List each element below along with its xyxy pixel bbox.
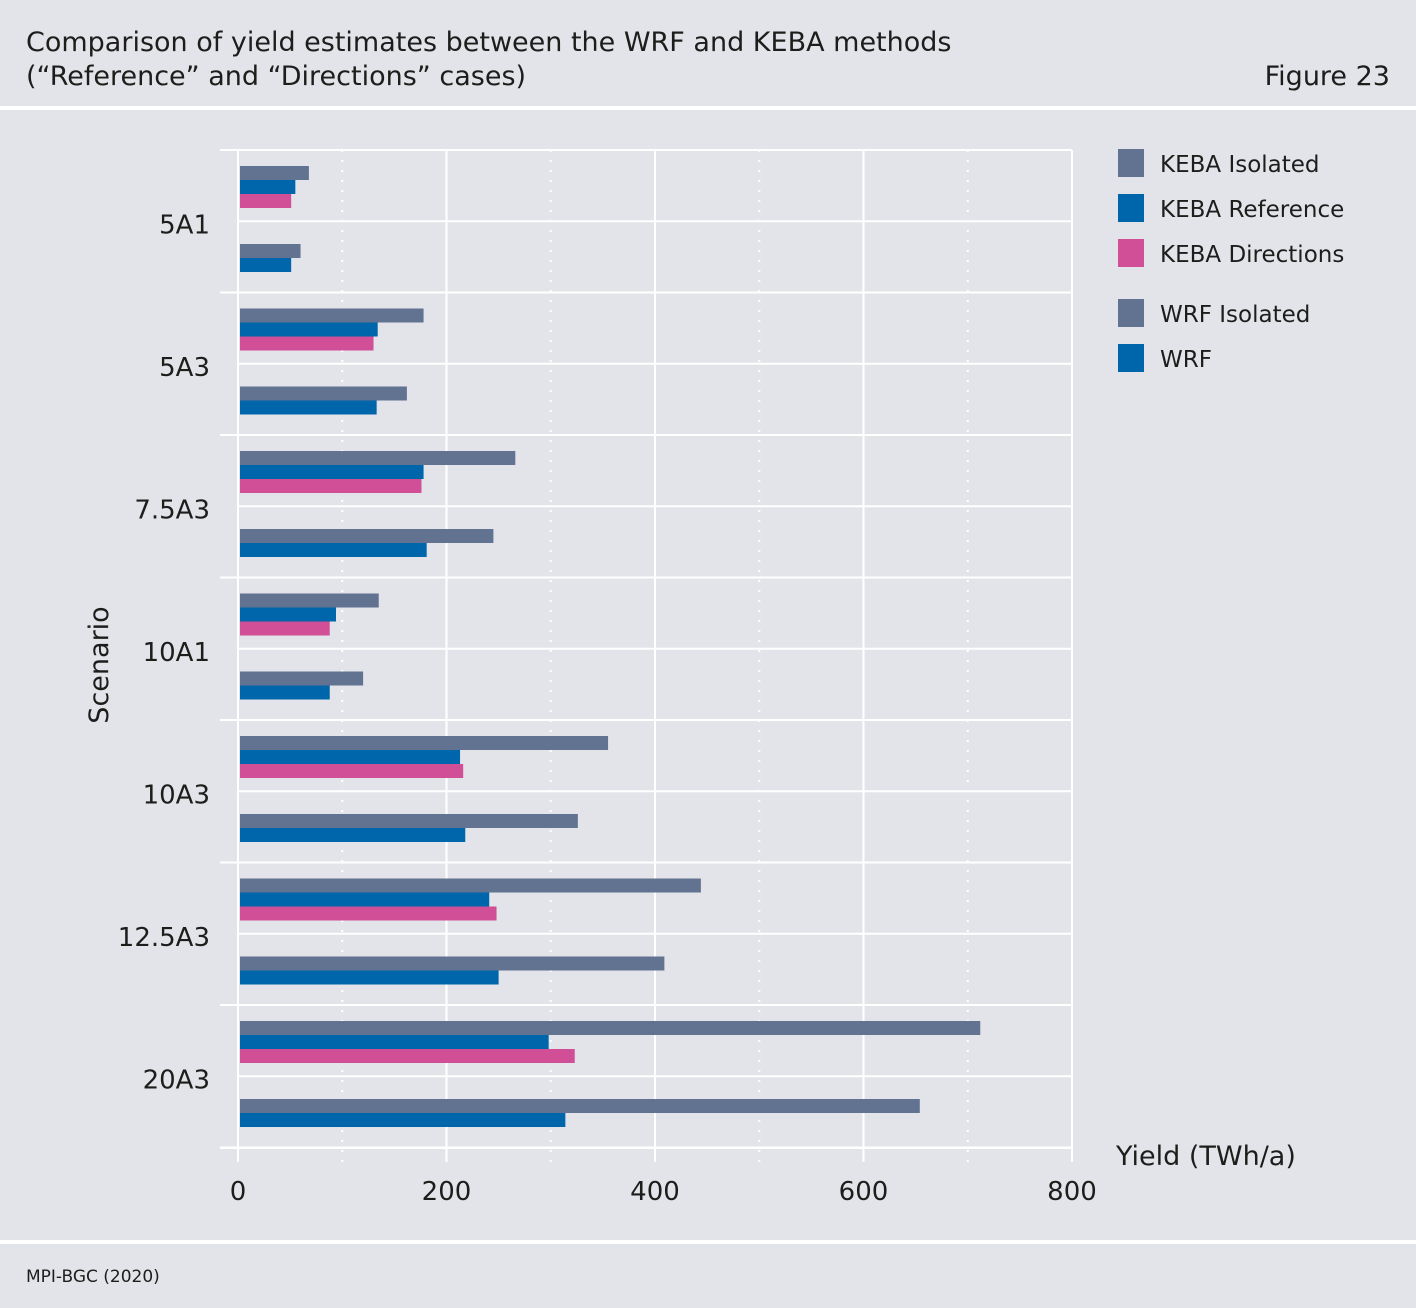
bar-10A1-wrf-isolated (240, 671, 364, 686)
legend-entry: KEBA Isolated (1160, 152, 1320, 178)
bar-10A3-keba-reference (240, 750, 461, 764)
bar-5A1-wrf (240, 258, 292, 272)
bar-5A3-wrf-isolated (240, 386, 407, 401)
bars-layer (240, 166, 981, 1127)
chart-title-line2: (“Reference” and “Directions” cases) (26, 61, 527, 92)
bar-5A3-wrf (240, 400, 377, 415)
bar-20A3-keba-reference (240, 1035, 549, 1049)
category-label: 5A1 (159, 210, 210, 240)
bar-10A3-wrf (240, 828, 466, 842)
header-divider (0, 106, 1416, 110)
grid-layer (220, 149, 1073, 1162)
category-label: 7.5A3 (134, 495, 210, 525)
category-label: 10A1 (143, 638, 210, 668)
legend-swatch (1118, 149, 1144, 177)
legend: KEBA Isolated KEBA Reference KEBA Directio… (1118, 149, 1344, 373)
bar-10A1-keba-reference (240, 607, 336, 622)
x-tick-label: 800 (1047, 1177, 1097, 1207)
bar-12.5A3-wrf (240, 970, 499, 985)
legend-entry: WRF (1160, 347, 1212, 373)
bar-12.5A3-wrf-isolated (240, 956, 665, 971)
category-label: 12.5A3 (118, 923, 210, 953)
x-tick-label: 200 (422, 1177, 472, 1207)
bar-20A3-keba-directions (240, 1049, 575, 1063)
category-label: 5A3 (159, 353, 210, 383)
legend-entry: KEBA Directions (1160, 242, 1344, 268)
bar-12.5A3-keba-isolated (240, 878, 701, 893)
x-tick-label: 600 (839, 1177, 889, 1207)
bar-7.5A3-wrf-isolated (240, 529, 494, 543)
legend-swatch (1118, 239, 1144, 267)
bar-20A3-keba-isolated (240, 1021, 981, 1035)
bar-7.5A3-keba-reference (240, 465, 424, 479)
bar-5A1-keba-directions (240, 194, 292, 208)
bar-7.5A3-keba-directions (240, 479, 422, 493)
bar-5A1-keba-reference (240, 180, 296, 194)
bar-10A3-keba-directions (240, 764, 464, 778)
footer-divider (0, 1240, 1416, 1244)
y-axis-title: Scenario (84, 606, 115, 723)
x-tick-label: 400 (630, 1177, 680, 1207)
category-label: 10A3 (143, 780, 210, 810)
legend-entry: WRF Isolated (1160, 302, 1310, 328)
chart-title-line1: Comparison of yield estimates between th… (26, 27, 952, 58)
bar-10A1-keba-isolated (240, 593, 379, 608)
bar-10A1-wrf (240, 685, 330, 700)
bar-20A3-wrf (240, 1113, 566, 1127)
bar-10A3-keba-isolated (240, 736, 609, 750)
legend-swatch (1118, 194, 1144, 222)
legend-entry: KEBA Reference (1160, 197, 1344, 223)
bar-20A3-wrf-isolated (240, 1099, 920, 1113)
bar-5A3-keba-isolated (240, 308, 424, 323)
labels-layer: 5A1 5A3 7.5A3 10A1 10A3 12.5A3 20A3 0 200 400 600 8… (84, 210, 1296, 1207)
bar-5A3-keba-reference (240, 322, 378, 337)
chart-title: Comparison of yield estimates between th… (26, 26, 951, 94)
bar-7.5A3-keba-isolated (240, 451, 516, 465)
category-label: 20A3 (143, 1065, 210, 1095)
legend-swatch (1118, 344, 1144, 372)
bar-12.5A3-keba-directions (240, 906, 497, 921)
source-note: MPI-BGC (2020) (26, 1267, 160, 1287)
x-axis-title: Yield (TWh/a) (1115, 1141, 1296, 1172)
bar-10A3-wrf-isolated (240, 814, 578, 828)
bar-5A3-keba-directions (240, 336, 374, 351)
x-tick-label: 0 (230, 1177, 247, 1207)
bar-5A1-wrf-isolated (240, 244, 301, 258)
bar-12.5A3-keba-reference (240, 892, 490, 907)
bar-10A1-keba-directions (240, 621, 330, 636)
bar-5A1-keba-isolated (240, 166, 309, 180)
legend-swatch (1118, 299, 1144, 327)
bar-7.5A3-wrf (240, 543, 427, 557)
figure-label: Figure 23 (1264, 61, 1390, 92)
